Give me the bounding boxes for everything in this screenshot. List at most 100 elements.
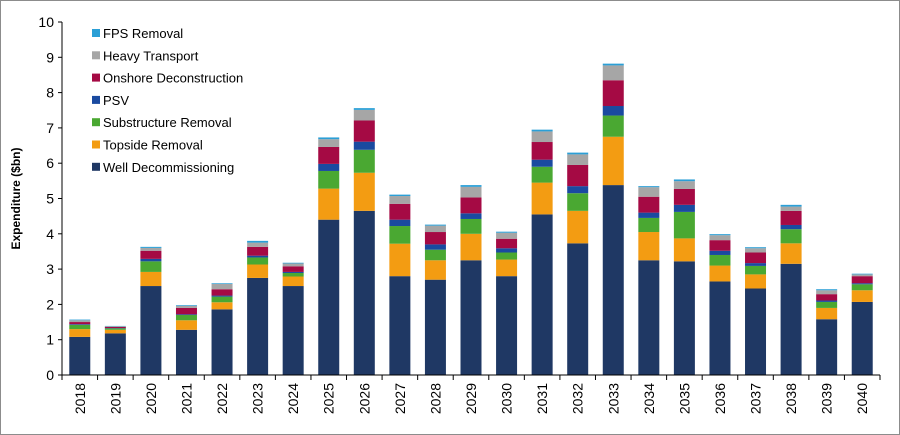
bar-segment-2034-topside-removal xyxy=(638,232,660,261)
bar-segment-2036-onshore-deconstruction xyxy=(709,240,731,251)
bar-segment-2028-onshore-deconstruction xyxy=(424,232,446,245)
bar-segment-2032-psv xyxy=(567,186,589,194)
x-tick-label: 2034 xyxy=(641,383,657,414)
bar-segment-2024-psv xyxy=(282,271,304,273)
bar-segment-2018-fps-removal xyxy=(69,319,91,321)
bar-segment-2036-well-decommissioning xyxy=(709,281,731,375)
bar-segment-2033-substructure-removal xyxy=(602,115,624,137)
legend-label-psv: PSV xyxy=(103,93,129,108)
y-tick-label: 5 xyxy=(46,191,54,207)
bar-segment-2020-topside-removal xyxy=(140,271,162,287)
bar-segment-2028-psv xyxy=(424,244,446,250)
legend-swatch-well-decommissioning xyxy=(92,162,100,171)
bar-segment-2039-substructure-removal xyxy=(816,301,838,308)
legend-label-well-decommissioning: Well Decommissioning xyxy=(103,160,234,175)
bar-segment-2020-fps-removal xyxy=(140,246,162,248)
bar-segment-2040-psv xyxy=(851,283,873,285)
bar-segment-2031-well-decommissioning xyxy=(531,214,553,375)
bar-segment-2031-fps-removal xyxy=(531,129,553,132)
x-tick-label: 2032 xyxy=(570,383,586,414)
bar-segment-2026-substructure-removal xyxy=(353,149,375,173)
bar-segment-2032-onshore-deconstruction xyxy=(567,164,589,187)
bar-segment-2020-onshore-deconstruction xyxy=(140,250,162,259)
bar-segment-2025-heavy-transport xyxy=(318,139,340,147)
bar-segment-2021-well-decommissioning xyxy=(175,329,197,375)
bar-segment-2039-heavy-transport xyxy=(816,290,838,295)
y-tick-label: 3 xyxy=(46,261,54,277)
bar-segment-2028-fps-removal xyxy=(424,224,446,226)
bar-segment-2022-well-decommissioning xyxy=(211,309,233,375)
legend-swatch-fps-removal xyxy=(92,29,100,37)
bar-segment-2032-heavy-transport xyxy=(567,154,589,165)
bar-segment-2029-topside-removal xyxy=(460,233,482,261)
bar-segment-2040-fps-removal xyxy=(851,273,873,275)
bar-segment-2040-heavy-transport xyxy=(851,274,873,277)
x-tick-label: 2024 xyxy=(285,383,301,414)
x-tick-label: 2029 xyxy=(463,383,479,414)
x-tick-label: 2031 xyxy=(534,383,550,414)
bar-segment-2030-substructure-removal xyxy=(496,252,518,260)
bar-segment-2028-topside-removal xyxy=(424,260,446,280)
legend-swatch-heavy-transport xyxy=(92,51,100,60)
bar-segment-2037-well-decommissioning xyxy=(745,288,767,375)
bar-segment-2019-topside-removal xyxy=(104,329,126,334)
bar-segment-2039-well-decommissioning xyxy=(816,319,838,375)
bar-segment-2025-psv xyxy=(318,163,340,171)
x-tick-label: 2021 xyxy=(178,383,194,414)
bar-segment-2018-topside-removal xyxy=(69,329,91,337)
legend-swatch-topside-removal xyxy=(92,140,100,149)
bar-segment-2032-well-decommissioning xyxy=(567,243,589,375)
bar-segment-2021-heavy-transport xyxy=(175,305,197,308)
bar-segment-2034-substructure-removal xyxy=(638,217,660,233)
bar-segment-2020-psv xyxy=(140,258,162,262)
legend-label-heavy-transport: Heavy Transport xyxy=(103,48,199,63)
x-tick-label: 2028 xyxy=(427,383,443,414)
bar-segment-2033-psv xyxy=(602,106,624,116)
bar-segment-2028-heavy-transport xyxy=(424,225,446,233)
bar-segment-2018-onshore-deconstruction xyxy=(69,322,91,325)
bar-segment-2026-onshore-deconstruction xyxy=(353,120,375,142)
bar-segment-2026-heavy-transport xyxy=(353,109,375,121)
bar-segment-2039-onshore-deconstruction xyxy=(816,294,838,301)
bar-segment-2030-heavy-transport xyxy=(496,232,518,239)
bar-segment-2035-substructure-removal xyxy=(673,211,695,239)
bar-segment-2030-psv xyxy=(496,248,518,253)
bar-segment-2031-onshore-deconstruction xyxy=(531,142,553,160)
bar-segment-2023-substructure-removal xyxy=(247,257,269,265)
bar-segment-2038-psv xyxy=(780,224,802,230)
bar-segment-2035-onshore-deconstruction xyxy=(673,188,695,205)
bar-segment-2026-psv xyxy=(353,141,375,150)
bar-segment-2022-fps-removal xyxy=(211,283,233,284)
bar-segment-2034-fps-removal xyxy=(638,186,660,188)
bar-segment-2019-substructure-removal xyxy=(104,328,126,330)
bar-segment-2036-substructure-removal xyxy=(709,254,731,266)
x-tick-label: 2038 xyxy=(783,383,799,414)
bar-segment-2022-onshore-deconstruction xyxy=(211,289,233,296)
bar-segment-2029-fps-removal xyxy=(460,185,482,187)
legend-label-topside-removal: Topside Removal xyxy=(103,138,203,153)
bar-segment-2018-substructure-removal xyxy=(69,324,91,330)
bar-segment-2037-fps-removal xyxy=(745,247,767,249)
bar-segment-2040-well-decommissioning xyxy=(851,301,873,375)
bar-segment-2035-heavy-transport xyxy=(673,181,695,189)
bar-segment-2025-substructure-removal xyxy=(318,170,340,189)
bar-segment-2040-topside-removal xyxy=(851,290,873,302)
bar-segment-2028-substructure-removal xyxy=(424,249,446,261)
bar-segment-2035-psv xyxy=(673,204,695,212)
bar-segment-2039-topside-removal xyxy=(816,307,838,320)
bar-segment-2023-onshore-deconstruction xyxy=(247,246,269,256)
bar-segment-2030-fps-removal xyxy=(496,231,518,233)
x-tick-label: 2026 xyxy=(356,383,372,414)
bar-segment-2033-well-decommissioning xyxy=(602,185,624,375)
bar-segment-2036-topside-removal xyxy=(709,265,731,282)
bar-segment-2020-heavy-transport xyxy=(140,247,162,251)
bar-segment-2033-heavy-transport xyxy=(602,65,624,81)
bar-segment-2035-fps-removal xyxy=(673,179,695,182)
bar-segment-2040-onshore-deconstruction xyxy=(851,276,873,284)
bar-segment-2034-heavy-transport xyxy=(638,187,660,197)
bar-segment-2034-psv xyxy=(638,212,660,218)
x-tick-label: 2040 xyxy=(854,383,870,414)
bar-segment-2026-topside-removal xyxy=(353,172,375,211)
bar-segment-2036-psv xyxy=(709,250,731,255)
